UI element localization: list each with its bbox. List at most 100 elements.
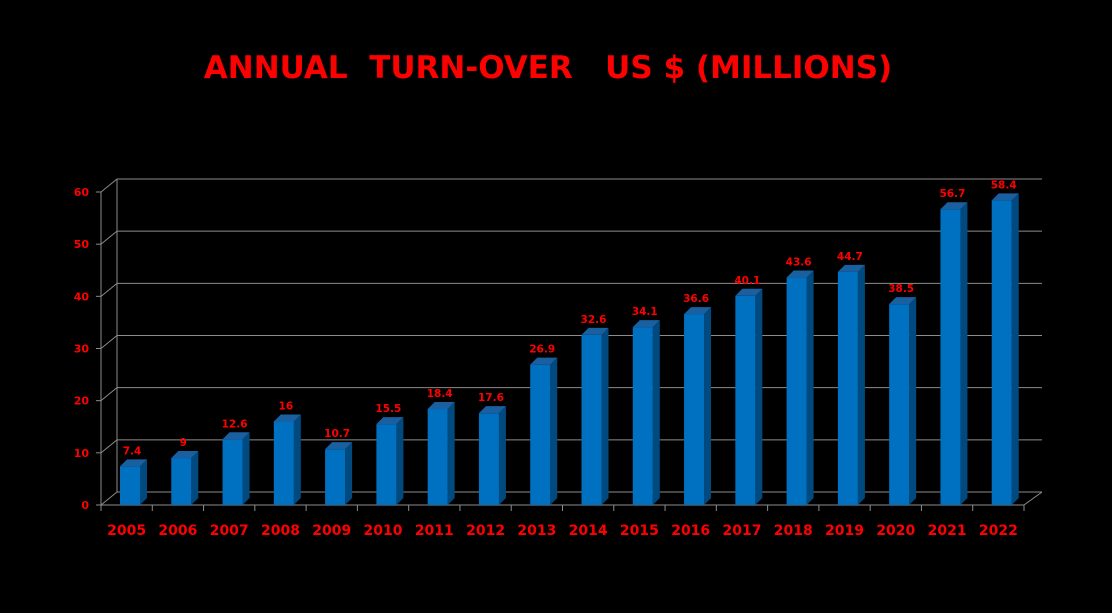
gridline-diagonal [100,282,118,297]
data-label: 32.6 [581,314,607,326]
bar-side [755,288,763,505]
data-label: 26.9 [529,344,555,356]
x-tick-label: 2022 [979,523,1018,539]
y-tick-labels: 0 10 20 30 40 50 60 [74,186,90,512]
data-label: 43.6 [786,257,812,269]
bar-side [396,417,404,505]
x-tick-label: 2015 [620,523,659,539]
bar-top [376,417,404,425]
bar-side [601,327,609,505]
x-tick-label: 2020 [876,523,915,539]
bar-top [991,193,1019,201]
y-tick-label: 10 [74,447,90,460]
gridline-diagonal [100,387,118,402]
bar-side [447,402,455,505]
bar-front [735,295,756,505]
chart-title: ANNUAL TURN-OVER US $ (MILLIONS) [203,50,893,86]
x-tick-label: 2007 [210,523,249,539]
bar-top [171,451,199,459]
bar [530,357,558,505]
bar-top [427,402,455,410]
bar-top [478,406,506,414]
data-label: 36.6 [683,293,709,305]
bar-side [652,320,660,505]
bar-top [889,297,917,305]
bar-side [960,202,968,505]
x-tick-label: 2019 [825,523,864,539]
x-tick-label: 2006 [158,523,197,539]
x-tick-label: 2012 [466,523,505,539]
y-tick-label: 60 [74,186,90,199]
bar [120,459,147,505]
bars [120,193,1019,505]
bar-front [581,334,602,505]
bar-top [120,459,147,467]
bar-front [120,466,140,505]
data-labels: 7.4 9 12.6 16 10.7 15.5 18.4 17.6 26.9 32.6 34.1 36… [123,179,1017,457]
bar-top [940,202,968,210]
bar-top [735,288,763,296]
gridline-diagonal [100,491,118,506]
x-tick-label: 2021 [928,523,967,539]
x-tick-label: 2008 [261,523,300,539]
y-tick-label: 40 [74,290,90,303]
data-label: 9 [180,437,187,449]
data-label: 18.4 [427,388,453,400]
bar-front [889,304,910,505]
y-tick-label: 50 [74,238,90,251]
bar-top [325,442,353,450]
bar [786,270,814,505]
data-label: 17.6 [478,392,504,404]
bar-top [222,432,250,440]
gridline-diagonal [100,178,118,193]
bar-top [837,264,865,272]
bar-top [632,320,660,328]
x-tick-label: 2010 [364,523,403,539]
bar-side [857,264,865,505]
bar [427,402,455,505]
bar [632,320,660,505]
bar-front [786,277,807,505]
gridline-diagonal [100,335,118,349]
bar-side [345,442,353,505]
y-tick-label: 30 [74,343,90,356]
bar-front [427,409,448,505]
bar-front [171,458,192,505]
bar-front [684,314,705,505]
x-tick-label: 2017 [722,523,761,539]
bar [478,406,506,505]
bar [940,202,968,505]
bar [991,193,1019,505]
gridline-diagonal [100,230,118,245]
x-tick-label: 2005 [107,523,146,539]
x-tick-label: 2016 [671,523,710,539]
bar-side [550,357,558,505]
bar [171,451,199,505]
gridlines [100,178,1042,506]
bar [581,327,609,505]
x-tick-labels: 2005 2006 2007 2008 2009 2010 2011 2012 2013 2014… [107,523,1018,539]
data-label: 10.7 [324,428,350,440]
x-tick-label: 2018 [774,523,813,539]
y-tick-label: 0 [81,499,89,512]
bar-top [786,270,814,278]
x-tick-label: 2009 [312,523,351,539]
bar-top [684,307,712,315]
bar-front [991,200,1012,505]
data-label: 7.4 [123,445,142,457]
axes [96,179,1043,511]
bar-side [498,406,506,505]
bar-top [273,414,301,422]
data-label: 40.1 [734,275,760,287]
bar-side [242,432,250,505]
y-tick-label: 20 [74,395,90,408]
bar-front [222,439,243,505]
data-label: 12.6 [222,418,248,430]
bar-side [293,414,301,505]
bar-front [273,421,294,505]
data-label: 56.7 [939,188,965,200]
bar-top [530,357,558,365]
data-label: 38.5 [888,283,914,295]
bar-front [530,364,551,505]
bar [222,432,250,505]
